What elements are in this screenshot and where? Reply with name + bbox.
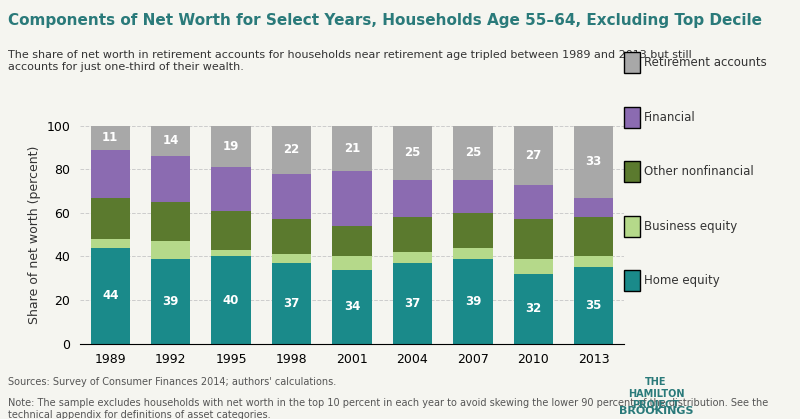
Text: 19: 19 — [223, 140, 239, 153]
Text: 39: 39 — [162, 295, 179, 308]
Bar — [151, 156, 190, 202]
Bar — [151, 259, 190, 344]
Text: BROOKINGS: BROOKINGS — [618, 406, 694, 416]
Bar — [90, 126, 130, 150]
Text: 37: 37 — [283, 297, 300, 310]
Text: 32: 32 — [526, 302, 542, 315]
Text: Financial: Financial — [644, 111, 696, 124]
Text: Home equity: Home equity — [644, 274, 720, 287]
Bar — [332, 171, 372, 226]
Text: 14: 14 — [162, 134, 179, 147]
Text: 21: 21 — [344, 142, 360, 155]
Bar — [574, 217, 614, 256]
Bar — [454, 248, 493, 259]
Bar — [211, 256, 250, 344]
Bar — [514, 220, 553, 259]
Text: 22: 22 — [283, 143, 300, 156]
Bar — [151, 202, 190, 241]
Bar — [514, 259, 553, 274]
Bar — [514, 184, 553, 220]
Bar — [332, 226, 372, 256]
Bar — [454, 180, 493, 213]
Text: 25: 25 — [465, 146, 481, 160]
Bar — [272, 173, 311, 220]
Bar — [332, 126, 372, 171]
Bar — [454, 213, 493, 248]
Text: 44: 44 — [102, 289, 118, 302]
Bar — [211, 126, 250, 167]
Bar — [454, 259, 493, 344]
Bar — [393, 126, 432, 180]
Y-axis label: Share of net worth (percent): Share of net worth (percent) — [28, 145, 41, 324]
Text: 27: 27 — [526, 149, 542, 162]
Text: 40: 40 — [223, 293, 239, 307]
Bar — [90, 198, 130, 239]
Bar — [211, 167, 250, 211]
Text: 39: 39 — [465, 295, 481, 308]
Text: Retirement accounts: Retirement accounts — [644, 56, 766, 70]
Text: 37: 37 — [404, 297, 421, 310]
Text: 35: 35 — [586, 299, 602, 312]
Bar — [574, 198, 614, 217]
Text: Note: The sample excludes households with net worth in the top 10 percent in eac: Note: The sample excludes households wit… — [8, 398, 768, 419]
Bar — [454, 126, 493, 180]
Text: The share of net worth in retirement accounts for households near retirement age: The share of net worth in retirement acc… — [8, 50, 692, 72]
Bar — [332, 256, 372, 269]
Text: THE
HAMILTON
PROJECT: THE HAMILTON PROJECT — [628, 377, 684, 410]
Bar — [151, 126, 190, 156]
Bar — [151, 241, 190, 259]
Bar — [393, 252, 432, 263]
Bar — [211, 250, 250, 256]
Bar — [574, 267, 614, 344]
Bar — [272, 220, 311, 254]
Text: 25: 25 — [404, 146, 421, 160]
Bar — [211, 211, 250, 250]
Bar — [332, 269, 372, 344]
Bar — [90, 150, 130, 198]
Text: Business equity: Business equity — [644, 220, 738, 233]
Bar — [90, 239, 130, 248]
Bar — [393, 180, 432, 217]
Bar — [574, 126, 614, 198]
Text: Sources: Survey of Consumer Finances 2014; authors' calculations.: Sources: Survey of Consumer Finances 201… — [8, 377, 336, 387]
Bar — [272, 263, 311, 344]
Bar — [272, 254, 311, 263]
Bar — [514, 274, 553, 344]
Text: 34: 34 — [344, 300, 360, 313]
Bar — [272, 126, 311, 173]
Bar — [393, 217, 432, 252]
Text: 11: 11 — [102, 131, 118, 144]
Text: Other nonfinancial: Other nonfinancial — [644, 165, 754, 178]
Bar — [90, 248, 130, 344]
Text: Components of Net Worth for Select Years, Households Age 55–64, Excluding Top De: Components of Net Worth for Select Years… — [8, 13, 762, 28]
Bar — [514, 126, 553, 184]
Bar — [574, 256, 614, 267]
Text: 33: 33 — [586, 155, 602, 168]
Bar — [393, 263, 432, 344]
